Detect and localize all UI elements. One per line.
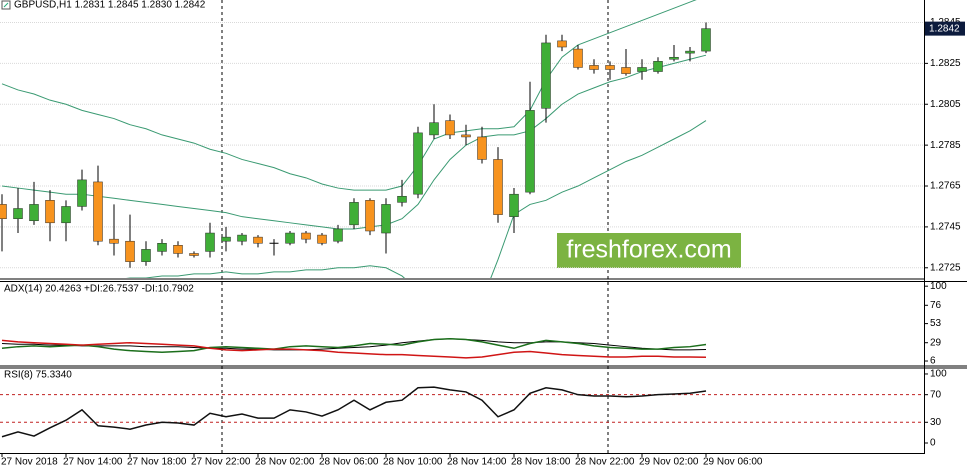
candle-body <box>637 67 647 72</box>
y-tick-label: 6 <box>930 356 936 367</box>
watermark-box <box>557 233 741 268</box>
candle-body <box>205 232 215 252</box>
indicator-line <box>1 386 707 438</box>
candle-body <box>317 234 327 244</box>
y-tick-label: 70 <box>930 389 942 400</box>
indicator-title: ADX(14) 20.4263 +DI:26.7537 -DI:10.7902 <box>4 284 194 295</box>
candle-body <box>541 42 551 109</box>
candle-body <box>509 193 519 217</box>
y-tick-label: 1.2725 <box>930 262 961 273</box>
candle-body <box>413 132 423 195</box>
x-tick-label: 29 Nov 06:00 <box>703 457 763 468</box>
candle-body <box>141 249 151 262</box>
x-tick-label: 28 Nov 22:00 <box>575 457 635 468</box>
candle-body <box>477 136 487 160</box>
indicator-title: RSI(8) 75.3340 <box>4 370 72 381</box>
y-tick-label: 53 <box>930 318 942 329</box>
candle-body <box>61 206 71 224</box>
candle-body <box>381 204 391 234</box>
symbol-icon <box>1 0 11 10</box>
candle-body <box>93 181 103 242</box>
y-tick-label: 100 <box>930 281 947 292</box>
watermark: freshforex.com <box>566 236 731 264</box>
candle-body <box>685 50 695 54</box>
bollinger-band <box>126 120 707 278</box>
candle-body <box>237 234 247 242</box>
x-tick-label: 28 Nov 02:00 <box>255 457 315 468</box>
candle-body <box>221 236 231 242</box>
candle-body <box>301 232 311 240</box>
y-tick-label: 1.2765 <box>930 181 961 192</box>
y-tick-label: 1.2825 <box>930 58 961 69</box>
x-tick-label: 28 Nov 18:00 <box>511 457 571 468</box>
candle-body <box>621 67 631 74</box>
candle-body <box>109 238 119 244</box>
candle-body <box>669 56 679 60</box>
candle-body <box>573 48 583 68</box>
candle-body <box>605 65 615 70</box>
y-tick-label: 30 <box>930 417 942 428</box>
y-tick-label: 100 <box>930 369 947 380</box>
candle-body <box>285 232 295 244</box>
candle-body <box>157 243 167 252</box>
candle-body <box>589 65 599 70</box>
candle-body <box>365 200 375 232</box>
x-tick-label: 28 Nov 14:00 <box>447 457 507 468</box>
candle-body <box>77 179 87 207</box>
x-tick-label: 28 Nov 06:00 <box>319 457 379 468</box>
y-tick-label: 1.2805 <box>930 99 961 110</box>
candle-body <box>653 61 663 72</box>
x-tick-label: 27 Nov 18:00 <box>127 457 187 468</box>
candle-body <box>493 159 503 215</box>
indicator-line <box>1 337 707 354</box>
icon <box>3 2 9 8</box>
candle-body <box>333 228 343 242</box>
candle-body <box>397 195 407 203</box>
y-tick-label: 29 <box>930 337 942 348</box>
price-box <box>925 21 965 36</box>
candle-body <box>125 240 135 262</box>
candle-body <box>0 204 7 219</box>
candle-body <box>429 122 439 136</box>
candle-body <box>349 202 359 226</box>
candle-body <box>525 110 535 193</box>
candle-body <box>189 253 199 256</box>
candle-body <box>461 134 471 138</box>
y-tick-label: 1.2745 <box>930 222 961 233</box>
candle-body <box>45 200 55 224</box>
y-tick-label: 0 <box>930 438 936 449</box>
x-tick-label: 27 Nov 2018 <box>1 457 58 468</box>
candle-body <box>701 28 711 52</box>
candle-body <box>253 236 263 244</box>
x-tick-label: 28 Nov 10:00 <box>383 457 443 468</box>
chart-title: GBPUSD,H1 1.2831 1.2845 1.2830 1.2842 <box>14 0 206 11</box>
indicator-line <box>1 338 707 351</box>
indicator-line <box>1 339 707 359</box>
candle-body <box>445 120 455 136</box>
y-tick-label: 1.2785 <box>930 140 961 151</box>
y-tick-label: 76 <box>930 300 942 311</box>
candle-body <box>13 208 23 219</box>
x-tick-label: 29 Nov 02:00 <box>639 457 699 468</box>
candle-body <box>557 40 567 48</box>
bollinger-band <box>1 0 697 191</box>
candle-body <box>29 204 39 222</box>
x-tick-label: 27 Nov 14:00 <box>63 457 123 468</box>
price-label: 1.2842 <box>929 23 960 34</box>
candle-body <box>173 245 183 254</box>
x-tick-label: 27 Nov 22:00 <box>191 457 251 468</box>
